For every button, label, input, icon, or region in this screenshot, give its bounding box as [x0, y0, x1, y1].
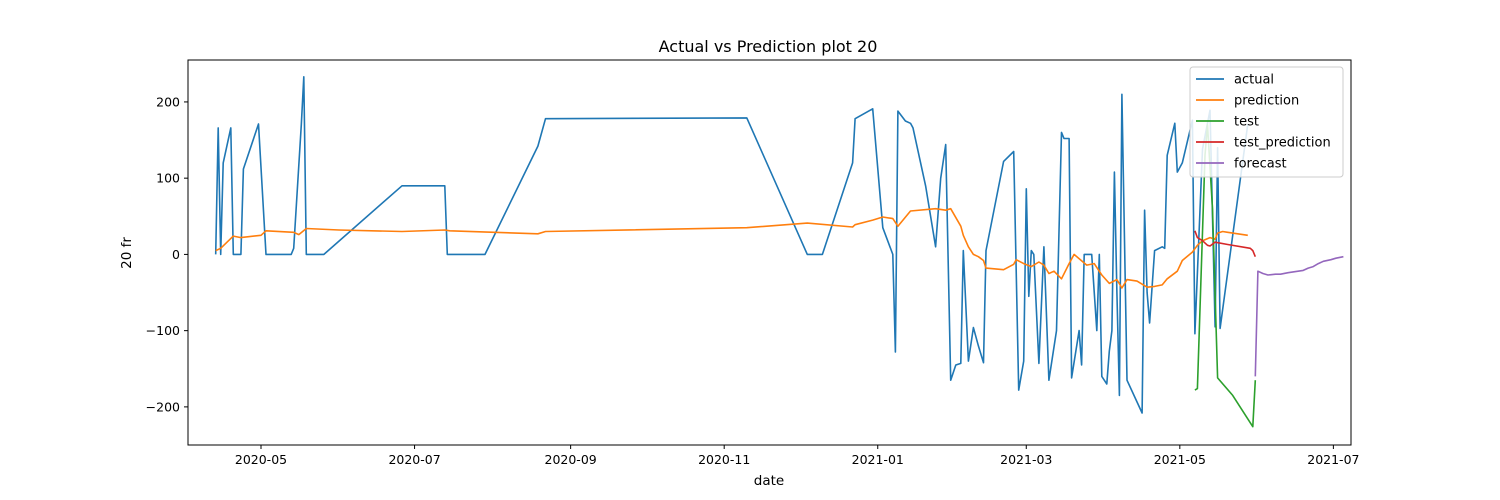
x-tick-label: 2020-05 — [235, 452, 287, 467]
chart-title: Actual vs Prediction plot 20 — [659, 37, 878, 56]
series-line-actual — [214, 76, 1249, 414]
legend-label-test-prediction: test_prediction — [1234, 136, 1331, 151]
series-line-prediction — [215, 207, 1248, 289]
y-tick-label: −100 — [146, 323, 180, 338]
series-line-test — [1194, 124, 1257, 428]
x-tick-label: 2021-01 — [852, 452, 904, 467]
legend-box — [1189, 66, 1344, 178]
legend-label-actual: actual — [1234, 73, 1274, 88]
y-tick-label: −200 — [146, 399, 180, 414]
y-axis: −200 −100 0 100 200 — [146, 94, 188, 414]
legend-label-forecast: forecast — [1234, 157, 1287, 172]
y-tick-label: 200 — [156, 94, 180, 109]
legend: actual prediction test test_predictionforec… — [1189, 66, 1344, 178]
x-tick-label: 2021-03 — [1000, 452, 1052, 467]
series-line-forecast — [1254, 255, 1344, 377]
legend-label-prediction: prediction — [1234, 94, 1299, 109]
x-tick-label: 2020-09 — [545, 452, 597, 467]
series-layer — [214, 76, 1344, 428]
x-tick-label: 2021-05 — [1154, 452, 1206, 467]
x-axis-label: date — [754, 473, 784, 489]
x-tick-label: 2020-11 — [698, 452, 750, 467]
x-tick-label: 2020-07 — [388, 452, 440, 467]
y-tick-label: 0 — [172, 247, 180, 262]
y-axis-label: 20 fr — [119, 237, 135, 269]
x-tick-label: 2021-07 — [1307, 452, 1359, 467]
y-tick-label: 100 — [156, 171, 180, 186]
series-line-test-prediction — [1194, 230, 1257, 258]
x-axis: 2020-05 2020-07 2020-09 2020-11 2021-01 2021-… — [235, 445, 1359, 467]
plot-area-frame — [187, 59, 1352, 446]
legend-label-test: test — [1234, 115, 1259, 130]
